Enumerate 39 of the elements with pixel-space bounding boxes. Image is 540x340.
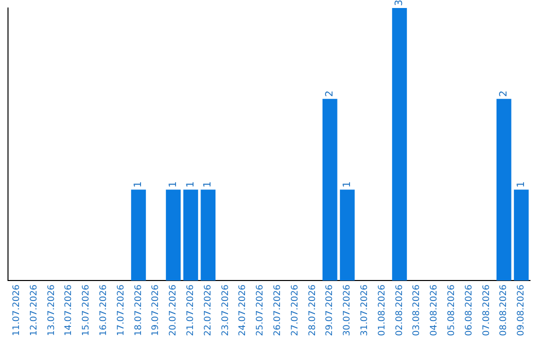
data-label: 1	[168, 181, 179, 188]
x-tick-label: 20.07.2026	[168, 284, 179, 336]
x-tick-label: 09.08.2026	[516, 284, 527, 336]
data-label: 1	[342, 181, 353, 188]
x-tick-label: 16.07.2026	[99, 284, 110, 336]
x-tick-label: 08.08.2026	[499, 284, 510, 336]
x-tick-label: 14.07.2026	[64, 284, 74, 336]
x-tick-label: 22.07.2026	[203, 284, 214, 336]
x-tick-label: 17.07.2026	[116, 284, 126, 336]
x-tick-label: 03.08.2026	[412, 284, 422, 336]
x-tick-label: 07.08.2026	[482, 284, 492, 336]
x-tick-label: 12.07.2026	[29, 284, 40, 336]
x-tick-label: 25.07.2026	[256, 284, 266, 336]
x-tick-label: 23.07.2026	[220, 284, 231, 336]
data-label: 3	[394, 0, 406, 6]
x-tick-label: 27.07.2026	[290, 284, 300, 336]
x-tick-label: 02.08.2026	[394, 284, 405, 336]
x-tick-label: 26.07.2026	[273, 284, 284, 336]
x-tick-label: 13.07.2026	[46, 284, 57, 336]
x-tick-label: 24.07.2026	[238, 284, 248, 336]
x-tick-label: 21.07.2026	[186, 284, 196, 336]
x-tick-label: 31.07.2026	[360, 284, 370, 336]
data-label: 1	[516, 181, 527, 188]
x-tick-label: 04.08.2026	[430, 284, 440, 336]
data-label: 2	[498, 90, 510, 97]
data-label: 2	[324, 90, 336, 97]
data-label: 1	[133, 181, 144, 188]
x-tick-label: 11.07.2026	[12, 284, 22, 336]
x-tick-label: 29.07.2026	[325, 284, 336, 336]
data-label: 1	[202, 181, 214, 188]
x-tick-label: 15.07.2026	[82, 284, 92, 336]
x-tick-label: 30.07.2026	[342, 284, 353, 336]
data-label: 1	[185, 181, 196, 188]
x-tick-label: 18.07.2026	[134, 284, 144, 336]
x-tick-label: 28.07.2026	[308, 284, 318, 336]
x-tick-label: 19.07.2026	[151, 284, 162, 336]
x-tick-label: 06.08.2026	[464, 284, 474, 336]
x-tick-label: 05.08.2026	[447, 284, 458, 336]
x-tick-label: 01.08.2026	[377, 284, 388, 336]
